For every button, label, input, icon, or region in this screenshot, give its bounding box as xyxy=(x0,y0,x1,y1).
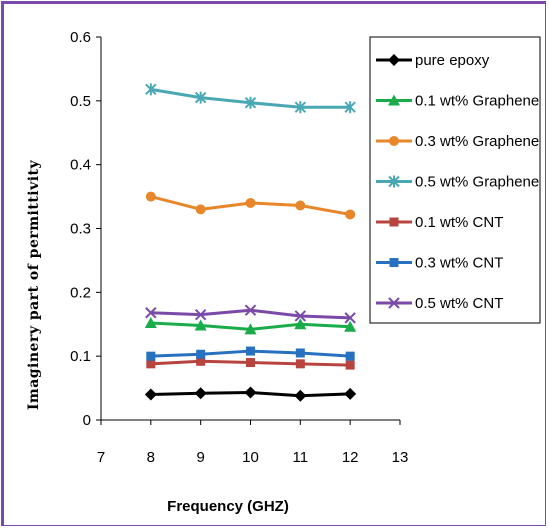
data-point xyxy=(195,204,206,215)
x-tick-label: 11 xyxy=(293,449,309,466)
axes xyxy=(96,36,401,425)
data-point xyxy=(344,101,356,114)
legend-label: 0.5 wt% Graphene xyxy=(415,174,539,191)
legend-swatch-marker xyxy=(389,136,399,146)
legend-swatch-marker xyxy=(389,258,399,267)
data-point xyxy=(146,351,156,361)
data-point-stroke xyxy=(145,307,157,319)
data-point xyxy=(344,312,356,324)
data-point xyxy=(345,209,356,220)
legend-swatch-marker xyxy=(389,217,399,227)
legend-item: 0.1 wt% Graphene xyxy=(376,93,539,110)
data-point xyxy=(294,101,307,114)
data-point xyxy=(345,351,355,361)
y-tick-label: 0.4 xyxy=(70,157,91,174)
x-tick-label: 9 xyxy=(196,449,204,466)
legend-label: pure epoxy xyxy=(415,52,490,69)
x-tick-label: 7 xyxy=(97,449,105,466)
data-point xyxy=(244,96,257,109)
legend-swatch-marker xyxy=(388,94,400,106)
data-point xyxy=(294,310,307,322)
legend-item: 0.5 wt% Graphene xyxy=(376,174,539,191)
data-point xyxy=(194,319,207,331)
series-7 xyxy=(145,304,356,324)
data-point xyxy=(246,358,255,368)
data-point-stroke xyxy=(244,304,257,316)
legend-item: 0.1 wt% CNT xyxy=(376,214,503,231)
legend-item: 0.3 wt% CNT xyxy=(376,255,503,272)
data-point xyxy=(194,308,207,321)
x-tick-label: 12 xyxy=(342,449,359,466)
data-point xyxy=(295,359,305,369)
data-point xyxy=(144,316,157,328)
series-3 xyxy=(145,191,356,220)
data-point-stroke xyxy=(344,312,356,324)
data-point xyxy=(345,360,355,370)
x-axis-label: Frequency (GHZ) xyxy=(167,498,289,515)
data-point xyxy=(244,304,257,316)
y-tick-label: 0.1 xyxy=(70,348,91,365)
data-point xyxy=(295,348,305,358)
legend-label: 0.1 wt% Graphene xyxy=(415,93,539,110)
series-4 xyxy=(145,83,356,114)
legend-label: 0.3 wt% Graphene xyxy=(415,133,539,150)
x-tick-label: 10 xyxy=(242,449,259,466)
x-tick-label: 8 xyxy=(147,449,155,466)
data-point xyxy=(196,356,206,366)
legend-swatch-marker xyxy=(388,54,400,66)
data-point xyxy=(145,307,157,319)
y-axis-label: Imaginery part of permittivity xyxy=(26,159,42,410)
legend-swatch-marker-stroke xyxy=(388,297,400,309)
legend-item: 0.3 wt% Graphene xyxy=(376,133,539,150)
legend-swatch-marker xyxy=(388,175,400,188)
data-point xyxy=(194,91,207,104)
data-point xyxy=(196,349,206,359)
series-6 xyxy=(146,346,355,361)
y-tick-label: 0.3 xyxy=(70,221,91,238)
series-1 xyxy=(144,386,357,402)
data-point xyxy=(344,387,357,400)
data-point xyxy=(294,389,307,402)
y-tick-labels: 0 0.1 0.2 0.3 0.4 0.5 0.6 xyxy=(70,29,91,429)
data-point xyxy=(246,346,255,356)
data-point-stroke xyxy=(294,310,307,322)
data-point xyxy=(145,83,157,96)
data-point xyxy=(144,388,157,401)
legend-label: 0.3 wt% CNT xyxy=(415,255,503,272)
legend: pure epoxy 0.1 wt% Graphene 0.3 wt% Graphe… xyxy=(369,36,541,324)
data-point xyxy=(344,320,357,332)
y-tick-label: 0.5 xyxy=(70,93,91,110)
legend-item: pure epoxy xyxy=(376,52,490,69)
series-2 xyxy=(144,316,357,335)
data-point-stroke xyxy=(194,308,207,321)
series-5 xyxy=(146,356,355,370)
legend-label: 0.1 wt% CNT xyxy=(415,214,503,231)
data-point xyxy=(194,387,207,400)
data-point xyxy=(244,323,257,335)
legend-item: 0.5 wt% CNT xyxy=(376,295,503,312)
data-point xyxy=(244,386,257,399)
x-tick-label: 13 xyxy=(392,449,409,466)
data-point xyxy=(245,197,256,208)
legend-label: 0.5 wt% CNT xyxy=(415,295,503,312)
y-tick-label: 0 xyxy=(83,412,91,429)
legend-swatch-marker xyxy=(388,297,400,309)
series-group xyxy=(144,83,357,402)
data-point xyxy=(294,318,307,330)
data-point xyxy=(146,359,156,369)
y-tick-label: 0.6 xyxy=(70,29,91,46)
data-point xyxy=(145,191,156,202)
y-tick-label: 0.2 xyxy=(70,284,91,301)
x-tick-labels: 7 8 9 10 11 12 13 xyxy=(97,449,409,466)
data-point xyxy=(295,200,306,211)
